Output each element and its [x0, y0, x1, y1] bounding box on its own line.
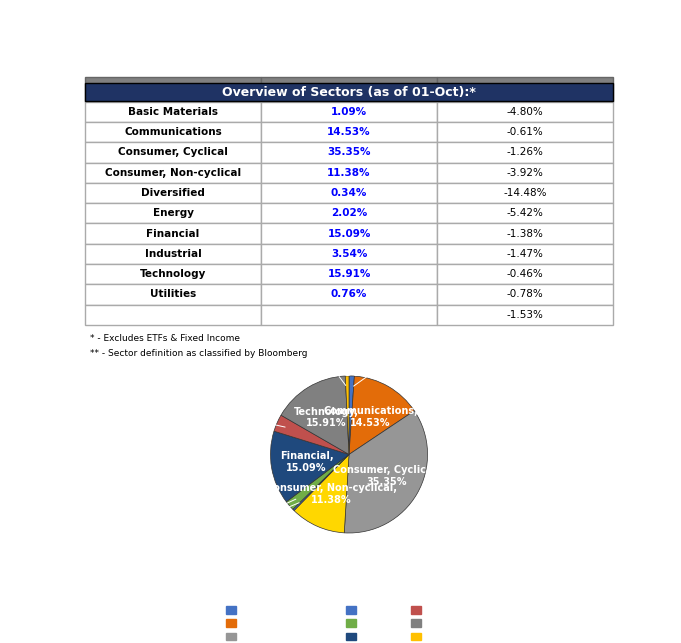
Text: ** - Sector definition as classified by Bloomberg: ** - Sector definition as classified by …: [91, 349, 308, 358]
Text: * - Excludes ETFs & Fixed Income: * - Excludes ETFs & Fixed Income: [91, 334, 240, 343]
Text: Consumer, Non-cyclical,
11.38%: Consumer, Non-cyclical, 11.38%: [266, 483, 397, 505]
Text: Energy,
2.02%: Energy, 2.02%: [244, 499, 296, 525]
Text: Basic Materials,
1.09%: Basic Materials, 1.09%: [352, 352, 424, 386]
FancyBboxPatch shape: [85, 84, 613, 101]
Wedge shape: [274, 415, 349, 455]
Text: Utilities,
0.76%: Utilities, 0.76%: [310, 352, 347, 386]
Text: Overview of Sectors (as of 01-Oct):*: Overview of Sectors (as of 01-Oct):*: [222, 86, 476, 98]
Text: Diversified,
0.34%: Diversified, 0.34%: [232, 503, 299, 530]
Wedge shape: [286, 455, 349, 509]
Wedge shape: [293, 455, 349, 511]
Text: Communications,
14.53%: Communications, 14.53%: [323, 406, 418, 428]
Text: Industrial,
3.54%: Industrial, 3.54%: [219, 408, 285, 427]
Text: Technology,
15.91%: Technology, 15.91%: [294, 407, 359, 428]
Text: Consumer, Cyclical,
35.35%: Consumer, Cyclical, 35.35%: [333, 465, 440, 487]
Legend: Basic Materials, Communications, Consumer, Cyclical, Consumer, Non-cyclical, Div: Basic Materials, Communications, Consume…: [223, 602, 475, 643]
Wedge shape: [345, 376, 349, 455]
Text: Percentage of Shorts: Percentage of Shorts: [239, 364, 421, 379]
Wedge shape: [349, 376, 354, 455]
Wedge shape: [294, 455, 349, 533]
Wedge shape: [270, 431, 349, 502]
Wedge shape: [349, 376, 414, 455]
Wedge shape: [345, 411, 428, 533]
Text: Financial,
15.09%: Financial, 15.09%: [280, 451, 333, 473]
Wedge shape: [281, 376, 349, 455]
